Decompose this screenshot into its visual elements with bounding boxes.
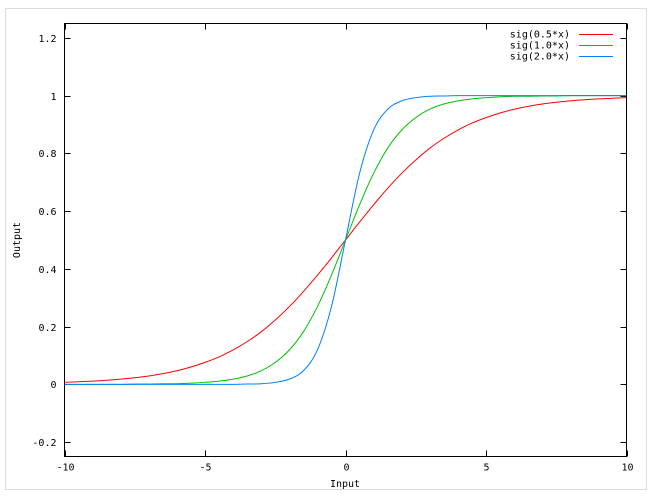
y-tick-label: 0.4: [38, 265, 56, 276]
legend-label: sig(1.0*x): [510, 41, 570, 52]
x-tick-label: -10: [56, 463, 74, 474]
ticks: [64, 23, 628, 457]
x-tick-label: 10: [621, 463, 633, 474]
y-tick-label: 0.6: [38, 207, 56, 218]
plot-border: [64, 23, 627, 457]
legend-label: sig(0.5*x): [510, 30, 570, 41]
outer-frame: [5, 8, 647, 490]
x-tick-label: 0: [343, 463, 349, 474]
y-tick-label: 0.8: [38, 149, 56, 160]
curves: [64, 95, 627, 385]
x-axis-label: Input: [330, 479, 360, 490]
legend: sig(0.5*x)sig(1.0*x)sig(2.0*x): [510, 30, 613, 63]
x-tick-label: -5: [199, 463, 211, 474]
y-tick-label: -0.2: [32, 438, 56, 449]
y-tick-label: 1: [50, 92, 56, 103]
legend-label: sig(2.0*x): [510, 52, 570, 63]
y-axis-label: Output: [12, 222, 23, 258]
y-tick-label: 0.2: [38, 323, 56, 334]
tick-labels: -0.2 0 0.2 0.4 0.6 0.8 1 1.2 -10 -5 0 5 10: [32, 34, 633, 474]
y-tick-label: 0: [50, 380, 56, 391]
x-tick-label: 5: [483, 463, 489, 474]
series-line-3: [64, 95, 627, 385]
y-tick-label: 1.2: [38, 34, 56, 45]
